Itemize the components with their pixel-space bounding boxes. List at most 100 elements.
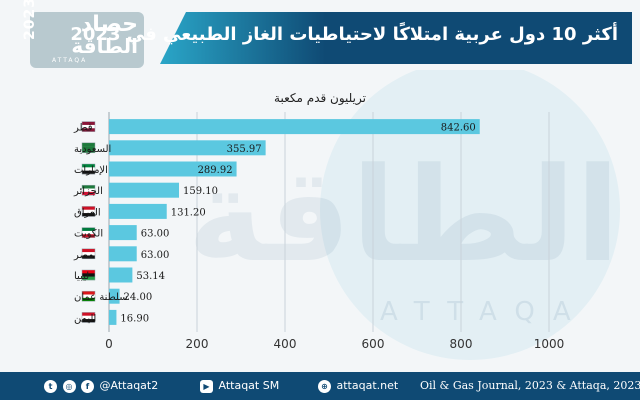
x-tick-label: 800 [450, 337, 473, 351]
egypt-flag-icon [82, 248, 95, 253]
libya-flag-icon [82, 276, 95, 281]
category-label: الإمارات [74, 165, 108, 176]
bar [109, 140, 266, 156]
iraq-flag-icon [82, 213, 95, 217]
data-label: 63.00 [141, 229, 170, 240]
category-label: قطر [73, 123, 93, 134]
category-label: الجزائر [73, 186, 103, 197]
bar [109, 119, 480, 135]
kuwait-flag-icon [82, 227, 95, 232]
yemen-flag-icon [82, 312, 95, 316]
bar [109, 203, 167, 219]
x-tick-label: 0 [105, 337, 113, 351]
uae-flag-icon [82, 170, 95, 175]
social-handle[interactable]: @Attaqat2 [99, 379, 159, 392]
data-label: 355.97 [227, 144, 262, 155]
category-label: مصر [73, 250, 94, 261]
yemen-flag-icon [81, 312, 96, 323]
algeria-flag-icon [82, 188, 95, 193]
chart-title: تريليون قدم مكعبة [274, 91, 366, 106]
title-banner [160, 12, 632, 64]
data-label: 24.00 [124, 292, 153, 303]
libya-flag-icon [81, 269, 96, 281]
x-tick-label: 1000 [534, 337, 565, 351]
egypt-flag-icon [82, 255, 95, 259]
uae-flag-icon [82, 164, 95, 168]
chart-area: تريليون قدم مكعبة 0 200 400 600 800 1000 842.60… [0, 80, 640, 370]
category-label: اليمن [74, 313, 96, 324]
kuwait-flag-icon [82, 234, 95, 238]
twitter-icon[interactable]: t [44, 379, 57, 393]
data-label: 159.10 [183, 186, 218, 197]
category-label: ليبيا [74, 271, 89, 282]
category-label: الكويت [74, 229, 103, 240]
bar [109, 225, 137, 241]
bar [109, 182, 180, 198]
bar-chart: تريليون قدم مكعبة 0 200 400 600 800 1000 842.60… [73, 91, 565, 351]
category-label: سلطنة عمان [74, 292, 128, 303]
iraq-flag-icon [82, 206, 95, 210]
algeria-flag-icon [81, 184, 96, 196]
data-label: 289.92 [198, 165, 233, 176]
bar [109, 246, 137, 262]
saudi-flag-icon [82, 149, 95, 153]
social-group[interactable]: t ◎ f @Attaqat2 [44, 378, 158, 394]
category-label: السعودية [74, 144, 111, 155]
logo-main-text: حصاد [80, 12, 138, 37]
libya-flag-icon [82, 270, 95, 274]
saudi-flag-icon [82, 142, 95, 147]
bar [109, 161, 237, 177]
qatar-flag-icon [82, 124, 95, 129]
oman-flag-icon [82, 297, 95, 302]
header: 2023 حصاد الطاقة ATTAQA أكثر 10 دول عربي… [0, 0, 640, 80]
facebook-icon[interactable]: f [81, 379, 94, 393]
oman-flag-icon [82, 291, 95, 295]
website-link[interactable]: ⊕ attaqat.net [318, 378, 398, 394]
qatar-flag-icon [82, 121, 95, 126]
data-label: 16.90 [120, 313, 149, 324]
page-title: أكثر 10 دول عربية امتلاكًا لاحتياطيات ال… [70, 24, 618, 45]
globe-icon[interactable]: ⊕ [318, 379, 331, 393]
x-tick-label: 400 [274, 337, 297, 351]
kuwait-flag-icon [82, 230, 95, 235]
data-label: 131.20 [171, 207, 206, 218]
bar [109, 309, 117, 325]
saudi-flag-icon [81, 142, 96, 154]
uae-flag-icon [82, 167, 95, 171]
bar [109, 288, 120, 304]
iraq-flag-icon [82, 209, 95, 214]
oman-flag-icon [82, 294, 95, 299]
uae-flag-icon [81, 163, 96, 175]
logo-year: 2023 [22, 0, 38, 40]
qatar-flag-icon [81, 121, 96, 132]
egypt-flag-icon [82, 252, 95, 256]
logo [30, 12, 144, 68]
kuwait-flag-icon [81, 227, 96, 238]
instagram-icon[interactable]: ◎ [62, 379, 76, 393]
algeria-flag-icon [82, 185, 95, 189]
yemen-flag-icon [82, 315, 95, 320]
yemen-flag-icon [82, 319, 95, 323]
youtube-link[interactable]: ▶ Attaqat SM [200, 378, 279, 394]
youtube-label[interactable]: Attaqat SM [218, 379, 280, 392]
data-label: 53.14 [136, 271, 165, 282]
bar [109, 267, 133, 283]
logo-sub-text: الطاقة [71, 34, 138, 58]
data-label: 63.00 [141, 250, 170, 261]
youtube-icon[interactable]: ▶ [200, 379, 213, 393]
x-tick-label: 200 [186, 337, 209, 351]
qatar-flag-icon [82, 128, 95, 132]
category-label: العراق [74, 207, 101, 218]
x-tick-label: 600 [362, 337, 385, 351]
data-label: 842.60 [441, 123, 476, 134]
logo-latin-text: ATTAQA [52, 57, 88, 64]
iraq-flag-icon [81, 206, 96, 217]
libya-flag-icon [82, 273, 95, 277]
oman-flag-icon [81, 290, 96, 302]
algeria-flag-icon [82, 191, 95, 196]
footer: t ◎ f @Attaqat2 ▶ Attaqat SM ⊕ attaqat.n… [0, 372, 640, 400]
egypt-flag-icon [81, 248, 96, 260]
saudi-flag-icon [82, 146, 95, 150]
website-label[interactable]: attaqat.net [336, 379, 399, 392]
source-note: Oil & Gas Journal, 2023 & Attaqa, 2023 [420, 379, 640, 392]
